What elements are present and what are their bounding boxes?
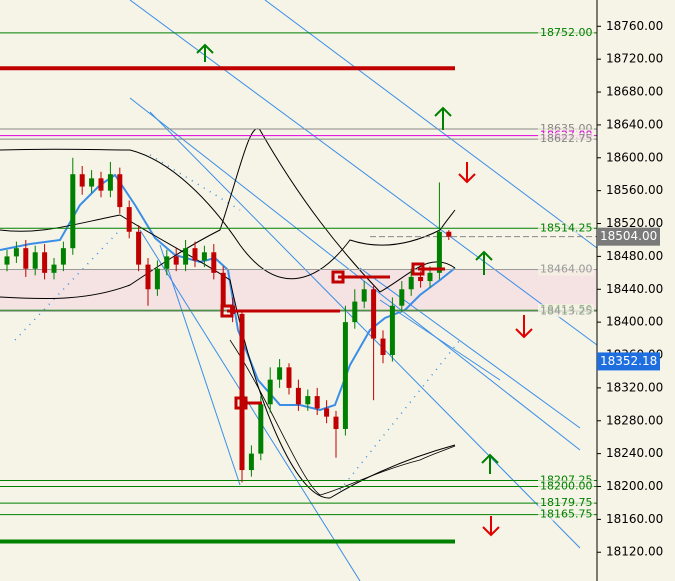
level-label-bg: [538, 222, 594, 235]
bands: [0, 128, 456, 499]
candle-body: [258, 404, 264, 454]
y-tick-label: 18480.00: [606, 249, 663, 263]
level-label-bg: [538, 305, 594, 318]
level-label: 18165.75: [540, 508, 593, 521]
candle-body: [117, 174, 123, 208]
candle-body: [277, 367, 283, 380]
candle-body: [201, 252, 207, 261]
candle-body: [211, 252, 217, 273]
candle-body: [183, 248, 189, 265]
candle-body: [371, 289, 377, 339]
level-label-bg: [538, 133, 594, 146]
candle-body: [164, 256, 170, 269]
candle-body: [145, 264, 151, 290]
level-label: 18622.75: [540, 132, 593, 145]
candle-body: [32, 252, 38, 269]
candle-body: [173, 256, 179, 265]
y-tick-label: 18200.00: [606, 479, 663, 493]
candle-body: [79, 174, 85, 187]
y-tick-label: 18400.00: [606, 315, 663, 329]
dotted-lines: [14, 154, 461, 491]
level-label: 18514.25: [540, 221, 593, 234]
candle-body: [446, 231, 452, 237]
candle-body: [89, 178, 95, 187]
candle-body: [342, 322, 348, 429]
markers: [220, 262, 445, 410]
candle-body: [324, 408, 330, 417]
candle-body: [239, 313, 245, 471]
candle-body: [267, 379, 273, 405]
y-tick-label: 18240.00: [606, 446, 663, 460]
level-label-bg: [538, 263, 594, 276]
candle-body: [436, 231, 442, 273]
arrows: [196, 43, 533, 537]
y-tick-label: 18320.00: [606, 380, 663, 394]
y-tick-label: 18280.00: [606, 413, 663, 427]
candle-body: [427, 272, 433, 282]
candle-body: [286, 367, 292, 388]
candle-body: [60, 248, 66, 265]
candle-body: [305, 396, 311, 405]
y-tick-label: 18680.00: [606, 85, 663, 99]
candle-body: [126, 207, 132, 232]
y-tick-label: 18600.00: [606, 150, 663, 164]
candle-body: [192, 248, 198, 261]
candle-body: [408, 276, 414, 290]
level-label-bg: [538, 26, 594, 39]
y-tick-label: 18160.00: [606, 512, 663, 526]
y-tick-label: 18720.00: [606, 52, 663, 66]
candle-body: [418, 276, 424, 282]
y-tick-label: 18760.00: [606, 19, 663, 33]
y-tick-label: 18440.00: [606, 282, 663, 296]
level-label-bg: [538, 480, 594, 493]
level-label-bg: [538, 508, 594, 521]
y-tick-label: 18120.00: [606, 545, 663, 559]
candle-body: [314, 396, 320, 409]
zone: [0, 269, 597, 311]
candle-body: [380, 338, 386, 356]
candle-body: [333, 416, 339, 429]
price-tag-label: 18504.00: [600, 229, 657, 243]
candle-body: [220, 272, 226, 306]
candle-body: [154, 268, 160, 290]
candle-body: [399, 289, 405, 306]
candle-body: [4, 256, 10, 265]
price-tag: [597, 227, 660, 246]
level-label: 18200.00: [540, 479, 593, 492]
level-label: 18413.25: [540, 304, 593, 317]
candle-body: [107, 174, 113, 191]
candle-body: [136, 231, 142, 265]
level-label-bg: [538, 497, 594, 510]
level-label: 18464.00: [540, 263, 593, 276]
candle-body: [42, 252, 48, 273]
candle-body: [352, 301, 358, 323]
y-tick-label: 18520.00: [606, 216, 663, 230]
candle-body: [248, 453, 254, 471]
candle-body: [389, 305, 395, 356]
candle-body: [51, 264, 57, 273]
price-tag-label: 18352.18: [600, 354, 657, 368]
y-tick-label: 18560.00: [606, 183, 663, 197]
candle-body: [361, 289, 367, 302]
candle-body: [13, 248, 19, 257]
candle-body: [295, 387, 301, 405]
price-tag: [597, 352, 660, 371]
level-label: 18752.00: [540, 26, 593, 39]
candle-body: [98, 178, 104, 191]
candle-body: [70, 174, 76, 249]
candle-body: [23, 248, 29, 269]
level-label: 18179.75: [540, 496, 593, 509]
y-tick-label: 18640.00: [606, 117, 663, 131]
